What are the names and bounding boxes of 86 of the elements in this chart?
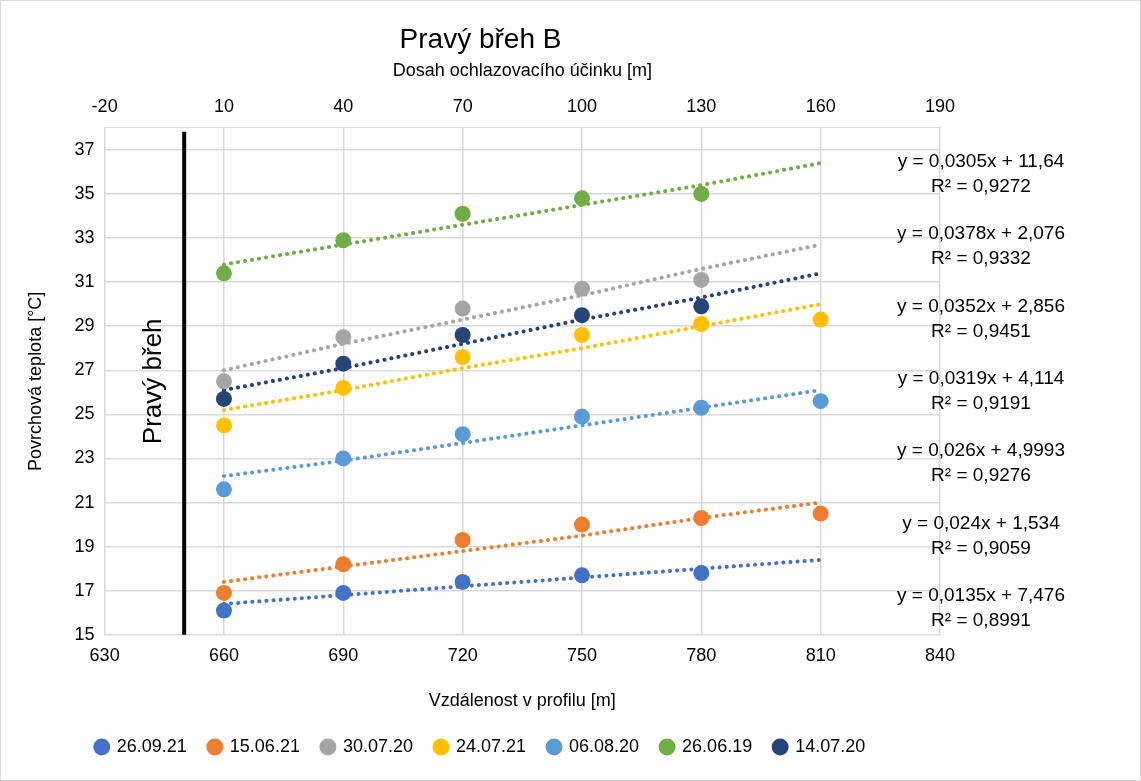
y-tick-label: 23: [74, 447, 95, 468]
y-tick-label: 33: [74, 226, 95, 247]
y-tick-label: 29: [74, 315, 95, 336]
y-tick-label: 17: [74, 579, 95, 600]
annotation: y = 0,0135x + 7,476 R² = 0,8991: [897, 584, 1065, 631]
y-axis-title: Povrchová teplota [°C]: [24, 291, 45, 471]
y-tick-label: 25: [74, 403, 95, 424]
x-tick-label: 630: [89, 644, 120, 665]
legend-label: 06.08.20: [569, 735, 640, 756]
annotation: y = 0,0378x + 2,076 R² = 0,9332: [897, 222, 1065, 269]
x2-tick-label: 10: [213, 95, 234, 116]
y-tick-label: 31: [74, 271, 95, 292]
point: [454, 349, 471, 366]
point: [335, 584, 352, 601]
x2-tick-label: 130: [686, 95, 717, 116]
point: [454, 300, 471, 317]
point: [215, 602, 232, 619]
x-axis-title: Vzdálenost v profilu [m]: [428, 690, 616, 711]
legend-label: 15.06.21: [229, 735, 300, 756]
point: [812, 505, 829, 522]
ref-line-label: Pravý břeh: [137, 318, 168, 445]
annotation: y = 0,0352x + 2,856 R² = 0,9451: [897, 294, 1065, 341]
point: [335, 556, 352, 573]
x-tick-label: 660: [208, 644, 239, 665]
point: [335, 329, 352, 346]
y-tick-label: 35: [74, 182, 95, 203]
point: [693, 509, 710, 526]
point: [215, 390, 232, 407]
point: [693, 399, 710, 416]
point: [573, 190, 590, 207]
x2-tick-label: 40: [333, 95, 354, 116]
point: [693, 315, 710, 332]
point: [335, 450, 352, 467]
point: [454, 205, 471, 222]
point: [693, 271, 710, 288]
x2-tick-label: 160: [805, 95, 836, 116]
legend-label: 26.09.21: [116, 735, 187, 756]
point: [335, 355, 352, 372]
point: [693, 185, 710, 202]
point: [812, 311, 829, 328]
annotation: y = 0,024x + 1,534 R² = 0,9059: [902, 511, 1061, 558]
y-tick-label: 19: [74, 535, 95, 556]
point: [215, 373, 232, 390]
x2-tick-label: -20: [91, 95, 118, 116]
x-tick-label: 720: [447, 644, 478, 665]
x2-tick-label: 100: [566, 95, 597, 116]
point: [454, 532, 471, 549]
point: [693, 298, 710, 315]
annotation: y = 0,026x + 4,9993 R² = 0,9276: [897, 439, 1065, 486]
legend-label: 30.07.20: [342, 735, 413, 756]
x-tick-label: 780: [686, 644, 717, 665]
point: [573, 567, 590, 584]
point: [573, 408, 590, 425]
point: [335, 232, 352, 249]
point: [454, 426, 471, 443]
point: [693, 565, 710, 582]
x-tick-label: 840: [924, 644, 956, 665]
point: [573, 280, 590, 297]
x2-tick-label: 70: [452, 95, 473, 116]
point: [454, 327, 471, 344]
point: [573, 327, 590, 344]
x-tick-label: 750: [566, 644, 597, 665]
point: [335, 379, 352, 396]
point: [215, 584, 232, 601]
point: [573, 307, 590, 324]
point: [454, 573, 471, 590]
annotation: y = 0,0305x + 11,64 R² = 0,9272: [897, 149, 1065, 196]
point: [573, 516, 590, 533]
x-tick-label: 810: [805, 644, 836, 665]
chart-title: Pravý břeh B: [399, 22, 562, 54]
x2-tick-label: 190: [924, 95, 956, 116]
legend-label: 14.07.20: [795, 735, 866, 756]
legend-label: 26.06.19: [682, 735, 753, 756]
y-tick-label: 15: [74, 623, 95, 644]
point: [215, 265, 232, 282]
point: [215, 417, 232, 434]
x2-axis-title: Dosah ochlazovacího účinku [m]: [392, 60, 652, 81]
line-series: [221, 302, 823, 412]
annotation: y = 0,0319x + 4,114 R² = 0,9191: [897, 367, 1065, 414]
y-tick-label: 21: [74, 491, 95, 512]
point: [812, 393, 829, 410]
y-tick-label: 37: [74, 138, 95, 159]
legend-label: 24.07.21: [455, 735, 527, 756]
y-tick-label: 27: [74, 359, 95, 380]
x-tick-label: 690: [328, 644, 359, 665]
point: [215, 481, 232, 498]
